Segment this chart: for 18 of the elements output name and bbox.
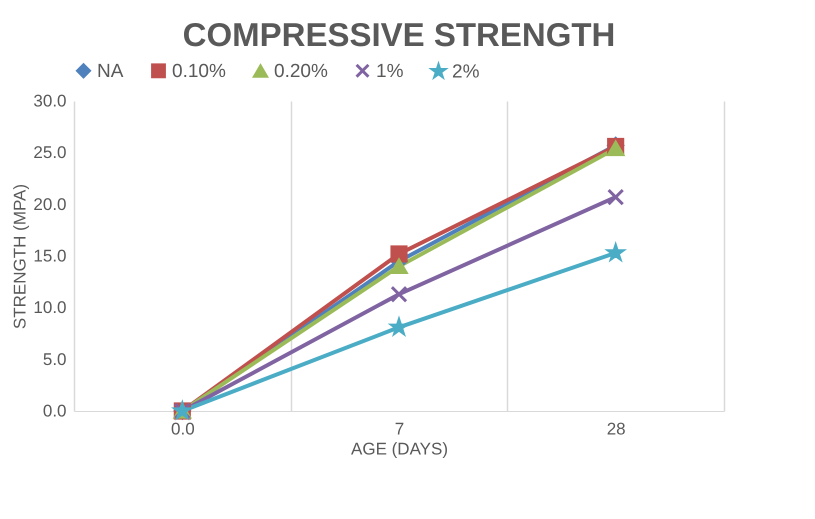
y-tick-label: 25.0	[33, 143, 66, 162]
x-axis-title: AGE (DAYS)	[351, 440, 448, 458]
legend-label: NA	[97, 60, 124, 82]
y-tick-label: 15.0	[33, 246, 66, 266]
x-tick-label: 0.0	[171, 420, 195, 438]
legend-label: 1%	[376, 60, 404, 82]
y-tick-label: 10.0	[33, 298, 66, 318]
y-tick-label: 0.0	[42, 402, 66, 420]
y-tick-label: 5.0	[42, 350, 66, 369]
y-tick-label: 20.0	[33, 194, 66, 214]
legend-label: 0.20%	[274, 61, 328, 82]
legend-label: 2%	[452, 61, 480, 82]
chart-title: COMPRESSIVE STRENGTH	[182, 16, 616, 53]
x-tick-label: 28	[606, 420, 626, 438]
y-axis-title: STRENGTH (MPA)	[10, 184, 30, 330]
legend-label: 0.10%	[172, 60, 226, 82]
x-tick-label: 7	[394, 420, 404, 438]
y-tick-label: 30.0	[33, 92, 66, 110]
